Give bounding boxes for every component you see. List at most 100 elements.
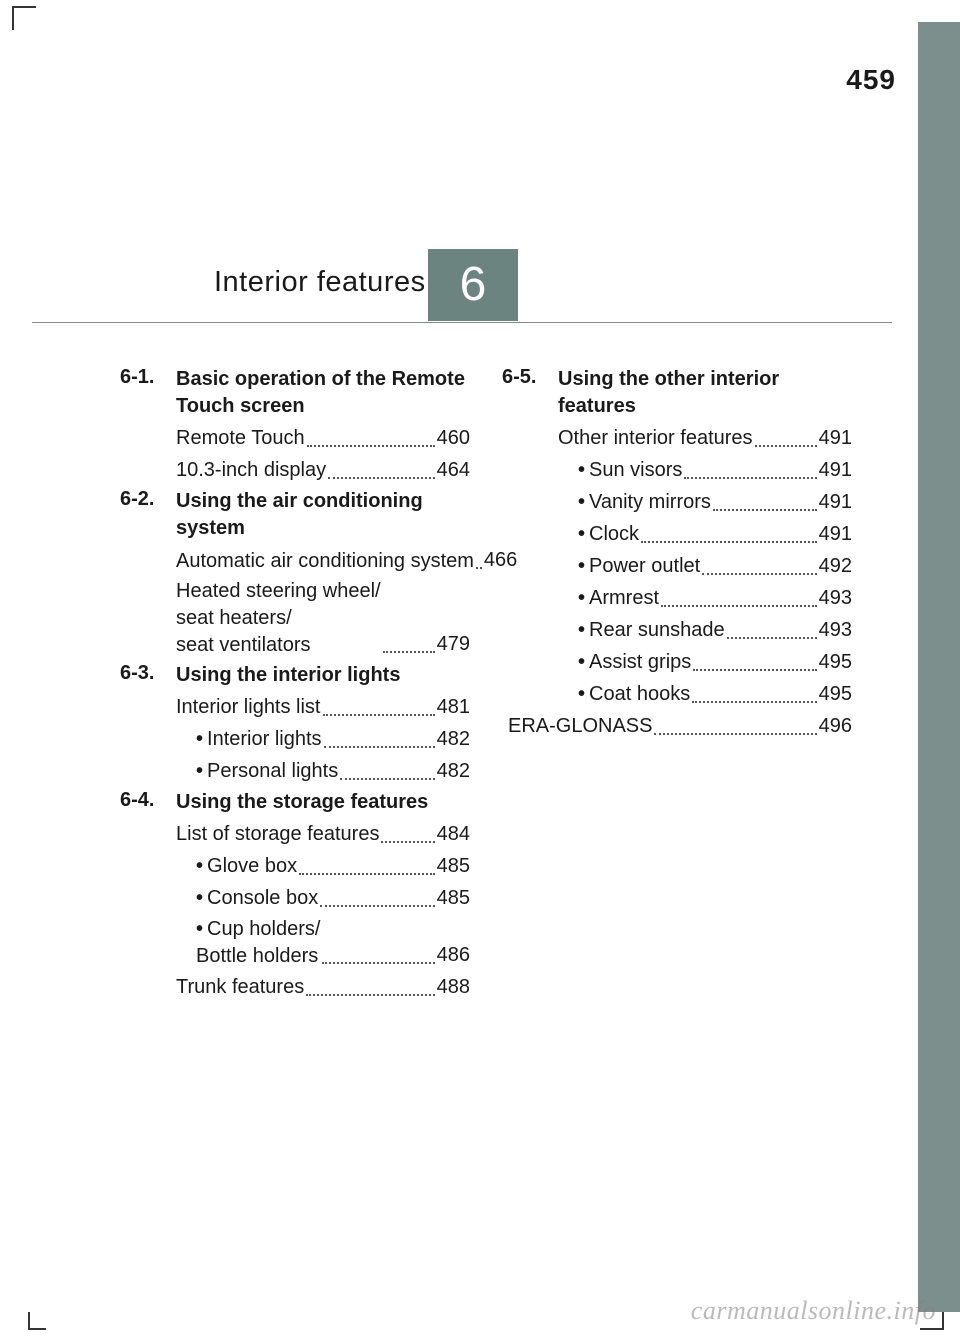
- entry-label: •Armrest: [578, 584, 659, 613]
- entry-label: Heated steering wheel/seat heaters/seat …: [176, 578, 381, 659]
- toc-section: 6-2.Using the air conditioning system: [120, 488, 470, 542]
- toc-entry: •Clock491: [578, 520, 852, 549]
- section-title: Using the other interior features: [558, 366, 852, 420]
- toc-entry: 10.3-inch display 464: [176, 456, 470, 485]
- toc-entry: List of storage features 484: [176, 820, 470, 849]
- toc-entry: •Glove box485: [196, 852, 470, 881]
- section-number: 6-1.: [120, 366, 176, 420]
- chapter-badge: 6: [428, 249, 518, 321]
- toc-entry: Automatic air conditioning system466: [176, 546, 470, 575]
- section-number: 6-4.: [120, 789, 176, 816]
- leader-dots: [713, 509, 817, 511]
- entry-label: •Personal lights: [196, 757, 338, 786]
- toc-column-left: 6-1.Basic operation of the Remote Touch …: [120, 366, 470, 1005]
- entry-page: 493: [819, 616, 852, 645]
- toc-section: 6-3.Using the interior lights: [120, 662, 470, 689]
- section-title: Using the interior lights: [176, 662, 400, 689]
- entry-page: 482: [437, 757, 470, 786]
- toc-entry: •Cup holders/Bottle holders 486: [196, 916, 470, 970]
- toc-entry: Interior lights list481: [176, 693, 470, 722]
- entry-label: Remote Touch: [176, 424, 305, 453]
- entry-label: Automatic air conditioning system: [176, 548, 474, 575]
- leader-dots: [702, 573, 816, 575]
- entry-page: 484: [437, 820, 470, 849]
- bullet-icon: •: [196, 887, 203, 909]
- toc-entry: •Vanity mirrors491: [578, 488, 852, 517]
- leader-dots: [307, 445, 435, 447]
- bullet-icon: •: [578, 683, 585, 705]
- section-number: 6-5.: [502, 366, 558, 420]
- bullet-icon: •: [578, 619, 585, 641]
- bullet-icon: •: [196, 728, 203, 750]
- entry-page: 460: [437, 424, 470, 453]
- entry-label: •Vanity mirrors: [578, 488, 711, 517]
- toc-entry: •Power outlet 492: [578, 552, 852, 581]
- entry-page: 485: [437, 884, 470, 913]
- entry-label: •Cup holders/Bottle holders: [196, 916, 320, 970]
- toc-entry: Other interior features491: [558, 424, 852, 453]
- section-title: Using the storage features: [176, 789, 428, 816]
- entry-page: 482: [437, 725, 470, 754]
- toc-entry: •Rear sunshade 493: [578, 616, 852, 645]
- entry-label: •Power outlet: [578, 552, 700, 581]
- entry-label: •Glove box: [196, 852, 297, 881]
- entry-page: 496: [819, 712, 852, 741]
- leader-dots: [727, 637, 817, 639]
- toc-entry: ERA-GLONASS 496: [508, 712, 852, 741]
- bullet-icon: •: [578, 651, 585, 673]
- entry-label: ERA-GLONASS: [508, 712, 652, 741]
- leader-dots: [323, 714, 435, 716]
- entry-label: •Clock: [578, 520, 639, 549]
- leader-dots: [755, 445, 817, 447]
- entry-label: •Sun visors: [578, 456, 682, 485]
- entry-label: Trunk features: [176, 973, 304, 1002]
- crop-mark: [28, 1312, 46, 1330]
- leader-dots: [641, 541, 817, 543]
- bullet-icon: •: [578, 523, 585, 545]
- bullet-icon: •: [196, 918, 203, 940]
- entry-page: 479: [437, 630, 470, 659]
- entry-label: 10.3-inch display: [176, 456, 326, 485]
- toc-content: 6-1.Basic operation of the Remote Touch …: [120, 366, 900, 1005]
- section-title: Using the air conditioning system: [176, 488, 470, 542]
- entry-label: •Rear sunshade: [578, 616, 725, 645]
- bullet-icon: •: [578, 491, 585, 513]
- entry-page: 488: [437, 973, 470, 1002]
- entry-label: •Interior lights: [196, 725, 322, 754]
- toc-entry: •Armrest493: [578, 584, 852, 613]
- bullet-icon: •: [196, 760, 203, 782]
- bullet-icon: •: [578, 587, 585, 609]
- page-number: 459: [846, 64, 896, 96]
- entry-page: 495: [819, 680, 852, 709]
- leader-dots: [383, 651, 435, 653]
- toc-entry: •Console box 485: [196, 884, 470, 913]
- section-number: 6-3.: [120, 662, 176, 689]
- side-tab: [918, 22, 960, 1312]
- entry-page: 464: [437, 456, 470, 485]
- leader-dots: [340, 778, 434, 780]
- entry-page: 495: [819, 648, 852, 677]
- toc-entry: •Assist grips 495: [578, 648, 852, 677]
- entry-page: 481: [437, 693, 470, 722]
- entry-label: •Assist grips: [578, 648, 691, 677]
- entry-page: 491: [819, 456, 852, 485]
- toc-section: 6-5.Using the other interior features: [502, 366, 852, 420]
- entry-page: 492: [819, 552, 852, 581]
- toc-section: 6-4.Using the storage features: [120, 789, 470, 816]
- leader-dots: [322, 962, 434, 964]
- bullet-icon: •: [578, 459, 585, 481]
- leader-dots: [381, 841, 434, 843]
- toc-entry: Heated steering wheel/seat heaters/seat …: [176, 578, 470, 659]
- leader-dots: [692, 701, 816, 703]
- toc-entry: •Personal lights 482: [196, 757, 470, 786]
- leader-dots: [693, 669, 816, 671]
- chapter-title: Interior features: [214, 266, 426, 299]
- leader-dots: [306, 994, 434, 996]
- toc-entry: •Interior lights 482: [196, 725, 470, 754]
- leader-dots: [324, 746, 435, 748]
- entry-label: List of storage features: [176, 820, 379, 849]
- entry-label: •Console box: [196, 884, 318, 913]
- entry-label: •Coat hooks: [578, 680, 690, 709]
- entry-page: 486: [437, 941, 470, 970]
- entry-label: Other interior features: [558, 424, 753, 453]
